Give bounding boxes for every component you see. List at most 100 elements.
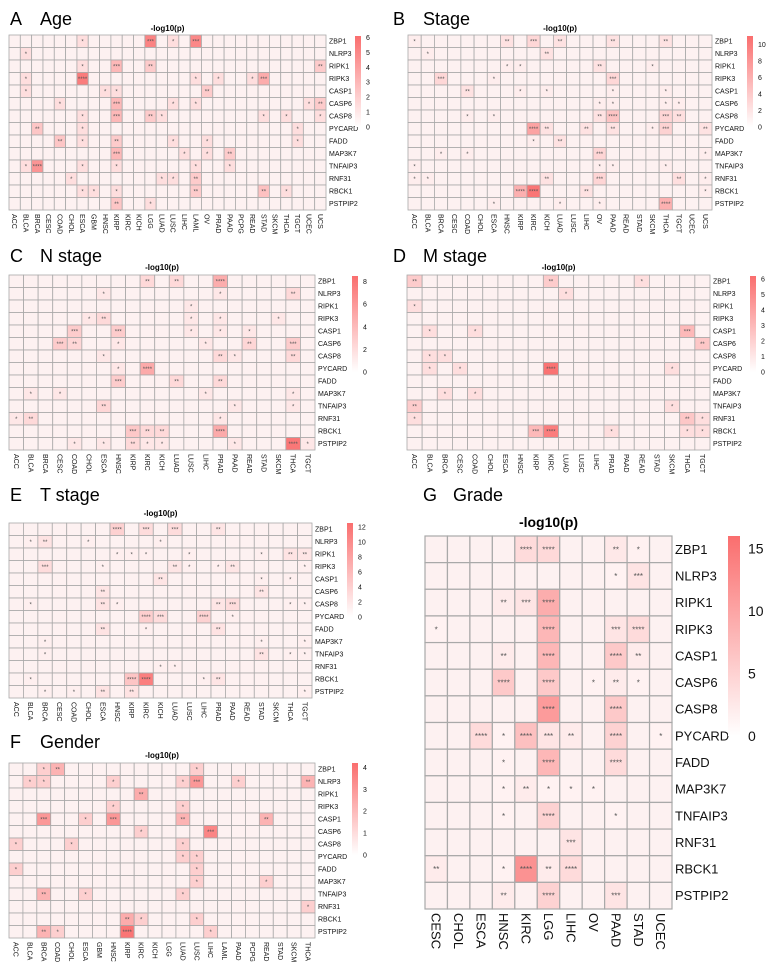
heatmap-cell [698, 97, 713, 111]
heatmap-cell [155, 134, 168, 148]
heatmap-cell [542, 287, 559, 301]
heatmap-cell [109, 685, 125, 699]
significance-stars: *** [611, 892, 620, 901]
heatmap-cell [198, 437, 214, 451]
heatmap-cell [497, 287, 514, 301]
heatmap-cell [559, 615, 583, 644]
heatmap-cell [434, 97, 449, 111]
heatmap-cell [573, 424, 590, 438]
significance-stars: * [112, 780, 115, 786]
column-label: LIHC [199, 702, 206, 718]
heatmap-cell [434, 84, 449, 98]
heatmap-cell [119, 850, 135, 864]
heatmap-cell [558, 424, 575, 438]
heatmap-cell [581, 695, 606, 724]
heatmap-cell [268, 122, 282, 136]
heatmap-cell [698, 197, 713, 211]
heatmap-cell [8, 147, 21, 161]
heatmap-cell [258, 850, 274, 864]
heatmap-cell [168, 324, 185, 338]
heatmap-cell [300, 800, 316, 814]
heatmap-cell [302, 197, 316, 211]
column-label: STAD [259, 214, 266, 232]
heatmap-cell [64, 850, 79, 864]
heatmap-cell [246, 84, 259, 98]
heatmap-cell [8, 387, 24, 401]
heatmap-cell [198, 424, 214, 438]
heatmap-cell [227, 312, 243, 326]
heatmap-cell [37, 672, 53, 686]
heatmap-cell [434, 122, 449, 136]
heatmap-cell [124, 660, 140, 674]
heatmap-cell [573, 387, 590, 401]
heatmap-cell [626, 775, 651, 804]
heatmap-cell [66, 312, 83, 326]
heatmap-cell [648, 668, 673, 697]
significance-stars: **** [33, 164, 43, 170]
row-label: RIPK1 [713, 304, 733, 311]
heatmap-cell [239, 622, 255, 636]
significance-stars: * [205, 342, 208, 348]
heatmap-cell [257, 84, 270, 98]
significance-stars: **** [520, 732, 532, 741]
heatmap-cell [424, 828, 449, 857]
heatmap-cell [139, 312, 156, 326]
heatmap-cell [133, 84, 146, 98]
heatmap-cell [64, 862, 79, 876]
heatmap-cell [42, 34, 55, 48]
row-label: RNF31 [318, 904, 340, 911]
heatmap-cell [473, 122, 488, 136]
heatmap-cell [139, 349, 156, 363]
heatmap-cell [579, 59, 594, 73]
heatmap-cell [253, 597, 270, 611]
significance-stars: * [84, 817, 87, 823]
heatmap-cell [603, 299, 620, 313]
heatmap-cell [482, 312, 499, 326]
significance-stars: ** [306, 780, 311, 786]
heatmap-cell [167, 122, 180, 136]
heatmap-cell [588, 387, 605, 401]
heatmap-cell [694, 324, 711, 338]
heatmap-cell [446, 562, 471, 590]
heatmap-cell [619, 122, 634, 136]
heatmap-cell [685, 47, 700, 61]
heatmap-cell [300, 349, 316, 363]
heatmap-cell [110, 349, 126, 363]
heatmap-cell [37, 387, 54, 401]
heatmap-cell [558, 349, 575, 363]
heatmap-cell [257, 159, 270, 173]
heatmap-cell [155, 34, 168, 48]
heatmap-cell [424, 695, 449, 724]
heatmap-cell [698, 47, 713, 61]
heatmap-cell [225, 572, 241, 586]
significance-stars: *** [129, 429, 137, 435]
heatmap-cell [491, 615, 516, 644]
heatmap-cell [256, 399, 272, 413]
heatmap-cell [110, 287, 126, 301]
heatmap-cell [632, 197, 647, 211]
heatmap-cell [121, 184, 134, 198]
heatmap-cell [407, 134, 422, 148]
heatmap-cell [253, 672, 270, 686]
row-label: CASP1 [715, 89, 738, 96]
column-label: PAAD [225, 214, 232, 233]
heatmap-cell [42, 184, 55, 198]
heatmap-cell [37, 299, 54, 313]
heatmap-cell [167, 535, 183, 549]
heatmap-cell [175, 875, 191, 889]
heatmap-cell [482, 287, 499, 301]
significance-stars: * [413, 177, 416, 183]
heatmap-cell [694, 374, 711, 388]
heatmap-cell [268, 672, 284, 686]
significance-stars: * [440, 152, 443, 158]
heatmap-cell [286, 825, 302, 839]
significance-stars: * [413, 304, 416, 310]
column-label: KIRC [123, 214, 130, 231]
significance-stars: * [474, 392, 477, 398]
significance-stars: ** [160, 429, 165, 435]
heatmap-cell [291, 34, 304, 48]
significance-stars: ** [193, 189, 198, 195]
heatmap-cell [588, 299, 605, 313]
heatmap-cell [482, 412, 499, 426]
